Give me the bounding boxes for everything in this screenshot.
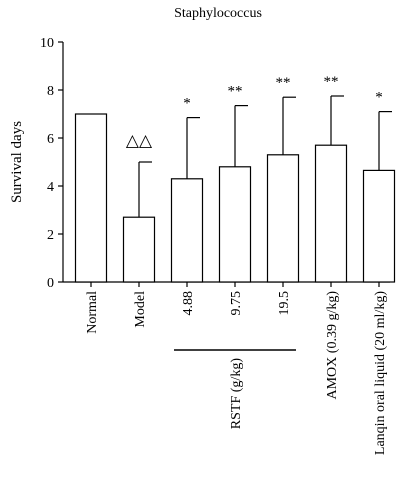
y-tick-label: 6	[47, 132, 54, 147]
group-label: RSTF (g/kg)	[229, 358, 244, 430]
y-tick-label: 4	[47, 180, 54, 195]
x-tick-label: Lanqin oral liquid (20 ml/kg)	[373, 291, 388, 455]
significance-marker: *	[375, 90, 383, 106]
bar	[170, 178, 204, 283]
x-tick-label: Model	[133, 291, 148, 328]
bar	[266, 154, 300, 283]
y-axis-label: Survival days	[9, 121, 25, 203]
bar	[74, 113, 108, 283]
significance-marker: **	[276, 75, 291, 91]
x-tick-label: 9.75	[229, 291, 244, 316]
bar	[314, 144, 348, 283]
significance-marker: △△	[126, 131, 153, 150]
bar	[122, 216, 156, 283]
y-tick-label: 8	[47, 84, 54, 99]
significance-marker: *	[183, 96, 191, 112]
y-tick-label: 2	[47, 228, 54, 243]
chart-title: Staphylococcus	[174, 6, 262, 21]
x-tick-label: 19.5	[277, 291, 292, 316]
significance-marker: **	[324, 74, 339, 90]
bar	[362, 169, 396, 283]
significance-marker: **	[228, 84, 243, 100]
x-tick-label: Normal	[85, 291, 100, 334]
y-tick-label: 10	[40, 36, 54, 51]
y-tick-label: 0	[47, 276, 54, 291]
x-tick-label: AMOX (0.39 g/kg)	[325, 291, 340, 400]
bar	[218, 166, 252, 283]
x-tick-label: 4.88	[181, 291, 196, 316]
